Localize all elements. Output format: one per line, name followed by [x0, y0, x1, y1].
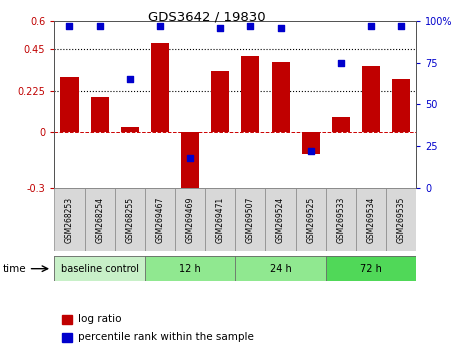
Bar [332, 118, 350, 132]
Text: GSM269534: GSM269534 [367, 196, 376, 243]
Bar [356, 188, 386, 251]
Bar [296, 188, 326, 251]
Bar [54, 188, 85, 251]
Text: time: time [2, 264, 26, 274]
Bar [114, 188, 145, 251]
Bar [61, 333, 72, 342]
Bar [54, 256, 145, 281]
Bar [326, 188, 356, 251]
Bar [151, 44, 169, 132]
Point [246, 23, 254, 29]
Bar [241, 56, 259, 132]
Bar [145, 188, 175, 251]
Text: 24 h: 24 h [270, 264, 291, 274]
Text: GSM269471: GSM269471 [216, 196, 225, 242]
Text: percentile rank within the sample: percentile rank within the sample [78, 332, 254, 342]
Bar [211, 71, 229, 132]
Text: GSM269535: GSM269535 [397, 196, 406, 243]
Text: GSM269507: GSM269507 [246, 196, 255, 243]
Text: baseline control: baseline control [61, 264, 139, 274]
Point [277, 25, 284, 31]
Point [186, 155, 194, 160]
Text: 12 h: 12 h [179, 264, 201, 274]
Text: GSM268255: GSM268255 [125, 196, 134, 242]
Bar [326, 256, 416, 281]
Point [96, 23, 104, 29]
Point [397, 23, 405, 29]
Bar [121, 127, 139, 132]
Text: GSM269525: GSM269525 [306, 196, 315, 242]
Bar [61, 77, 79, 132]
Point [307, 148, 315, 154]
Bar [362, 65, 380, 132]
Text: GDS3642 / 19830: GDS3642 / 19830 [148, 11, 265, 24]
Point [217, 25, 224, 31]
Bar [175, 188, 205, 251]
Bar [235, 188, 265, 251]
Text: GSM269533: GSM269533 [336, 196, 345, 243]
Text: GSM269467: GSM269467 [156, 196, 165, 243]
Bar [392, 79, 410, 132]
Bar [235, 256, 326, 281]
Point [126, 77, 133, 82]
Text: GSM269469: GSM269469 [185, 196, 194, 243]
Text: GSM268254: GSM268254 [95, 196, 104, 242]
Bar [272, 62, 289, 132]
Bar [181, 132, 199, 201]
Bar [302, 132, 320, 154]
Bar [61, 315, 72, 324]
Text: GSM268253: GSM268253 [65, 196, 74, 242]
Bar [386, 188, 416, 251]
Point [66, 23, 73, 29]
Bar [265, 188, 296, 251]
Bar [145, 256, 235, 281]
Bar [205, 188, 235, 251]
Text: GSM269524: GSM269524 [276, 196, 285, 242]
Bar [91, 97, 109, 132]
Bar [85, 188, 114, 251]
Point [367, 23, 375, 29]
Point [156, 23, 164, 29]
Text: log ratio: log ratio [78, 314, 122, 325]
Point [337, 60, 345, 66]
Text: 72 h: 72 h [360, 264, 382, 274]
